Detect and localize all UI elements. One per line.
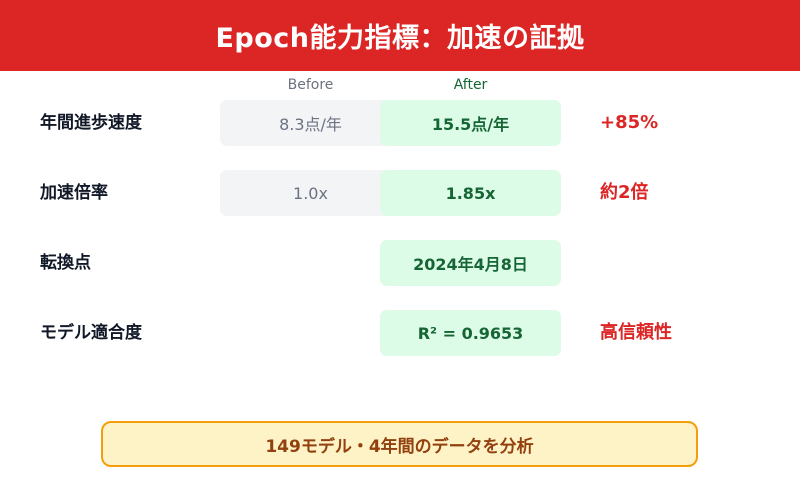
footer-text: 149モデル・4年間のデータを分析 [265,436,534,457]
after-column-header: After [453,77,488,93]
metric-label: モデル適合度 [40,323,142,343]
metric-label: 加速倍率 [40,183,108,203]
after-value: 15.5点/年 [380,100,561,146]
footer-summary-banner: 149モデル・4年間のデータを分析 [101,421,698,467]
change-note: 約2倍 [600,182,649,203]
metric-row-turning-point: 転換点 2024年4月8日 [0,240,800,286]
before-column-header: Before [287,77,334,93]
before-value: 8.3点/年 [220,100,401,146]
before-value: 1.0x [220,170,401,216]
metric-row-acceleration: 加速倍率 1.0x 1.85x 約2倍 [0,170,800,216]
metric-label: 年間進歩速度 [40,113,142,133]
page-title: Epoch能力指標：加速の証拠 [215,23,585,54]
after-value: 1.85x [380,170,561,216]
change-note: +85% [600,112,659,133]
change-note: 高信頼性 [600,322,672,343]
metric-label: 転換点 [40,253,91,273]
after-value: 2024年4月8日 [380,240,561,286]
header-banner: Epoch能力指標：加速の証拠 [0,0,800,71]
after-value: R² = 0.9653 [380,310,561,356]
metric-row-annual-progress: 年間進歩速度 8.3点/年 15.5点/年 +85% [0,100,800,146]
metric-row-model-fit: モデル適合度 R² = 0.9653 高信頼性 [0,310,800,356]
